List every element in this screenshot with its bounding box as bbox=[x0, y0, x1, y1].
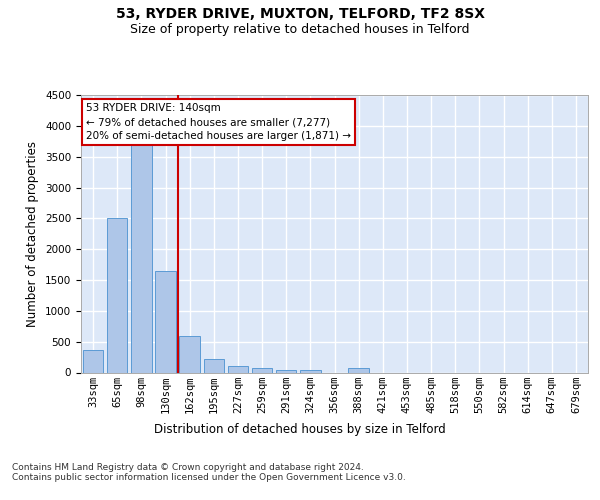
Text: Contains HM Land Registry data © Crown copyright and database right 2024.
Contai: Contains HM Land Registry data © Crown c… bbox=[12, 462, 406, 482]
Bar bbox=[203, 359, 224, 372]
Bar bbox=[300, 370, 320, 372]
Bar bbox=[155, 271, 176, 372]
Bar bbox=[252, 368, 272, 372]
Text: Size of property relative to detached houses in Telford: Size of property relative to detached ho… bbox=[130, 22, 470, 36]
Y-axis label: Number of detached properties: Number of detached properties bbox=[26, 141, 40, 327]
Bar bbox=[83, 350, 103, 372]
Bar bbox=[131, 141, 152, 372]
Bar bbox=[179, 336, 200, 372]
Bar bbox=[349, 368, 369, 372]
Text: 53 RYDER DRIVE: 140sqm
← 79% of detached houses are smaller (7,277)
20% of semi-: 53 RYDER DRIVE: 140sqm ← 79% of detached… bbox=[86, 104, 351, 142]
Text: Distribution of detached houses by size in Telford: Distribution of detached houses by size … bbox=[154, 422, 446, 436]
Bar bbox=[276, 370, 296, 372]
Text: 53, RYDER DRIVE, MUXTON, TELFORD, TF2 8SX: 53, RYDER DRIVE, MUXTON, TELFORD, TF2 8S… bbox=[115, 8, 485, 22]
Bar bbox=[227, 366, 248, 372]
Bar bbox=[107, 218, 127, 372]
